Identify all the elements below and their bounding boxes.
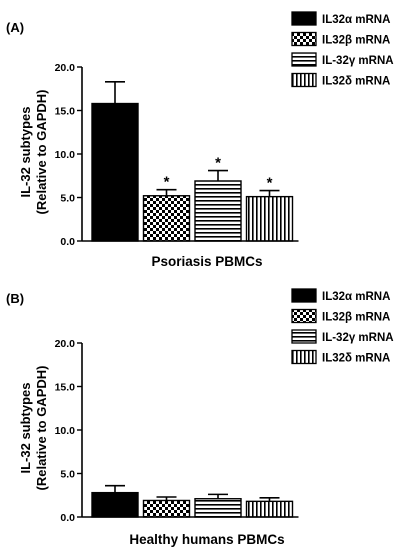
- significance-marker: *: [164, 174, 170, 191]
- panel-a: (A) IL-32 subtypes (Relative to GAPDH) *…: [6, 11, 394, 269]
- legend-label: IL-32γ mRNA: [322, 332, 394, 344]
- panel-label: (A): [6, 20, 24, 35]
- y-axis-label-line2: (Relative to GAPDH): [34, 366, 49, 491]
- legend-swatch: [291, 288, 317, 303]
- y-tick-label: 5.0: [60, 193, 75, 205]
- legend-swatch: [291, 308, 317, 324]
- y-axis-label-line2: (Relative to GAPDH): [34, 90, 49, 215]
- y-tick-label: 20.0: [55, 338, 76, 350]
- legend-swatch: [291, 72, 317, 88]
- legend-label: IL32δ mRNA: [322, 353, 390, 365]
- bar: [245, 500, 294, 518]
- y-tick-label: 10.0: [55, 425, 76, 437]
- y-axis-label: IL-32 subtypes (Relative to GAPDH): [18, 90, 49, 215]
- legend-swatch: [291, 11, 317, 26]
- y-axis-label-line1: IL-32 subtypes: [18, 382, 33, 473]
- bar: [142, 195, 191, 242]
- plot-area: 0.0 5.0 10.0 15.0 20.0: [55, 338, 299, 524]
- bar: [91, 491, 139, 518]
- y-tick-label: 15.0: [55, 382, 76, 394]
- significance-marker: *: [267, 175, 273, 192]
- bar: [194, 498, 242, 518]
- x-axis-label: Healthy humans PBMCs: [129, 532, 284, 547]
- y-tick-label: 0.0: [60, 512, 75, 524]
- plot-area: * * * 0.0 5.0 10.0 15.0 20.0: [55, 62, 299, 248]
- legend-label: IL-32γ mRNA: [322, 55, 394, 67]
- legend-label: IL32α mRNA: [322, 14, 390, 26]
- bar: [194, 180, 242, 242]
- legend-swatch: [291, 349, 317, 365]
- y-tick-label: 5.0: [60, 469, 75, 481]
- y-tick-label: 15.0: [55, 106, 76, 118]
- bar: [245, 195, 294, 242]
- legend-swatch: [291, 52, 317, 67]
- legend-label: IL32α mRNA: [322, 291, 390, 303]
- legend: IL32α mRNA IL32β mRNA IL-32γ mRNA IL32δ mRN…: [291, 11, 394, 88]
- y-tick-label: 0.0: [60, 236, 75, 248]
- panel-b: (B) IL-32 subtypes (Relative to GAPDH) 0…: [6, 288, 394, 547]
- y-axis-label: IL-32 subtypes (Relative to GAPDH): [18, 366, 49, 491]
- legend-label: IL32δ mRNA: [322, 76, 390, 88]
- legend-swatch: [291, 329, 317, 344]
- legend-swatch: [291, 31, 317, 47]
- legend: IL32α mRNA IL32β mRNA IL-32γ mRNA IL32δ mRN…: [291, 288, 394, 365]
- bar: [91, 102, 139, 242]
- legend-label: IL32β mRNA: [322, 312, 390, 324]
- y-tick-label: 10.0: [55, 149, 76, 161]
- y-axis-label-line1: IL-32 subtypes: [18, 106, 33, 197]
- panel-label: (B): [6, 291, 24, 306]
- bar: [142, 499, 191, 518]
- significance-marker: *: [215, 155, 221, 172]
- y-tick-label: 20.0: [55, 62, 76, 74]
- x-axis-label: Psoriasis PBMCs: [151, 254, 262, 269]
- legend-label: IL32β mRNA: [322, 35, 390, 47]
